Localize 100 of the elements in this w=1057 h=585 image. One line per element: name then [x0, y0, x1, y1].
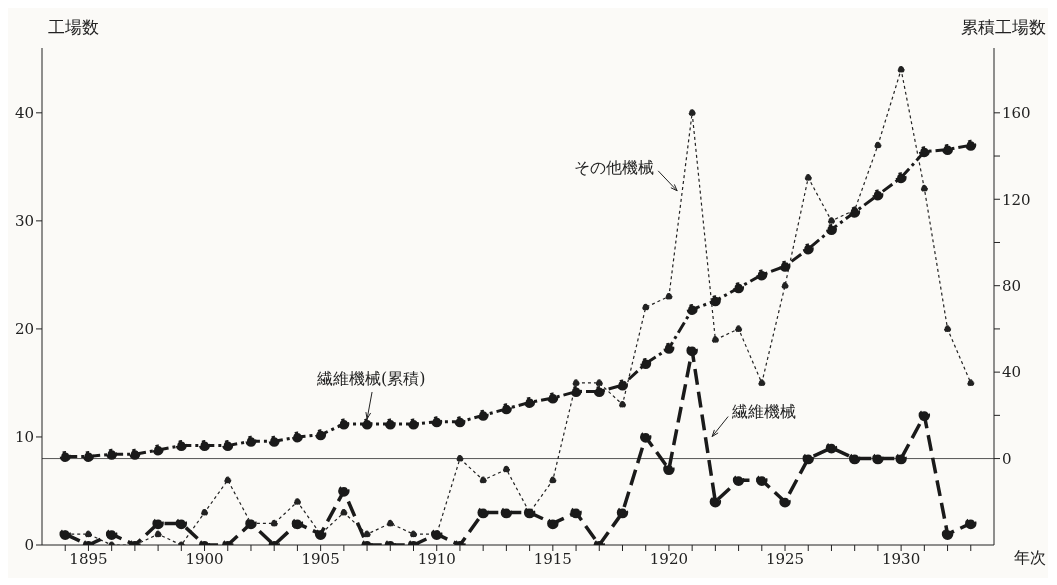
- point: [732, 474, 745, 486]
- point: [849, 206, 861, 218]
- point: [59, 450, 71, 462]
- point: [758, 379, 766, 387]
- point: [616, 506, 629, 519]
- point: [224, 476, 232, 484]
- point: [895, 452, 907, 465]
- y2-tick-label: 120: [1002, 190, 1031, 209]
- point: [941, 528, 954, 540]
- point: [942, 144, 954, 156]
- point: [245, 435, 257, 447]
- point: [431, 416, 443, 428]
- y2-axis-title: 累積工場数: [961, 16, 1046, 39]
- point: [965, 139, 977, 151]
- point: [84, 530, 93, 538]
- point: [663, 342, 675, 354]
- point: [686, 303, 698, 315]
- point: [874, 141, 882, 149]
- point: [688, 109, 696, 117]
- point: [895, 172, 907, 184]
- x-tick-label: 1900: [185, 549, 224, 568]
- point: [408, 418, 420, 430]
- point: [500, 506, 513, 519]
- point: [802, 243, 814, 255]
- point: [340, 508, 348, 517]
- point: [293, 498, 302, 506]
- point: [756, 474, 768, 486]
- point: [338, 418, 350, 430]
- x-tick-label: 1910: [417, 549, 456, 568]
- point: [570, 386, 582, 398]
- point: [386, 519, 394, 527]
- point: [152, 517, 164, 530]
- point: [477, 409, 489, 421]
- point: [268, 435, 280, 447]
- point: [665, 292, 673, 301]
- point: [106, 448, 118, 460]
- point: [686, 344, 698, 357]
- point: [734, 325, 743, 333]
- point: [175, 517, 188, 530]
- point: [222, 440, 234, 452]
- y2-tick-label: 160: [1002, 104, 1031, 123]
- y2-tick-label: 0: [1002, 449, 1012, 468]
- x-tick-label: 1895: [69, 549, 108, 568]
- point: [711, 336, 719, 344]
- point: [291, 517, 304, 530]
- point: [825, 442, 838, 454]
- point: [639, 431, 652, 443]
- point: [943, 325, 952, 333]
- x-tick-label: 1905: [301, 549, 340, 568]
- point: [547, 517, 559, 530]
- point: [547, 392, 559, 404]
- point: [454, 416, 466, 428]
- point: [291, 431, 303, 443]
- point: [593, 386, 605, 398]
- point: [500, 403, 512, 415]
- y-tick-label: 30: [14, 212, 34, 231]
- point: [270, 519, 278, 527]
- point: [152, 444, 164, 456]
- point: [175, 440, 187, 452]
- y2-tick-label: 40: [1002, 363, 1022, 382]
- point: [872, 452, 884, 465]
- point: [709, 496, 722, 508]
- point: [154, 530, 162, 538]
- point: [315, 429, 327, 441]
- x-tick-label: 1915: [533, 549, 572, 568]
- point: [640, 357, 652, 369]
- y-tick-label: 40: [14, 104, 34, 123]
- point: [965, 517, 977, 530]
- y-tick-label: 20: [14, 320, 34, 339]
- point: [918, 146, 930, 158]
- point: [918, 409, 931, 422]
- point: [616, 379, 628, 391]
- point: [802, 452, 814, 465]
- point: [872, 189, 884, 201]
- point: [456, 454, 464, 463]
- x-tick-label: 1930: [882, 549, 921, 568]
- x-tick-label: 1925: [765, 549, 805, 568]
- point: [199, 440, 211, 452]
- point: [595, 379, 603, 387]
- point: [733, 282, 745, 294]
- point: [920, 184, 928, 193]
- series-label: 繊維機械: [731, 401, 797, 421]
- point: [384, 418, 396, 430]
- point: [848, 452, 861, 465]
- point: [524, 396, 536, 408]
- y-tick-label: 10: [14, 428, 34, 447]
- point: [779, 260, 791, 272]
- point: [82, 450, 94, 462]
- point: [779, 496, 791, 508]
- point: [781, 282, 789, 290]
- point: [825, 224, 837, 236]
- point: [409, 530, 418, 538]
- point: [897, 66, 905, 74]
- point: [827, 217, 836, 225]
- point: [361, 418, 373, 430]
- point: [129, 448, 141, 460]
- x-axis-title: 年次: [1014, 548, 1046, 569]
- point: [967, 379, 975, 387]
- point: [804, 174, 812, 182]
- point: [338, 485, 350, 497]
